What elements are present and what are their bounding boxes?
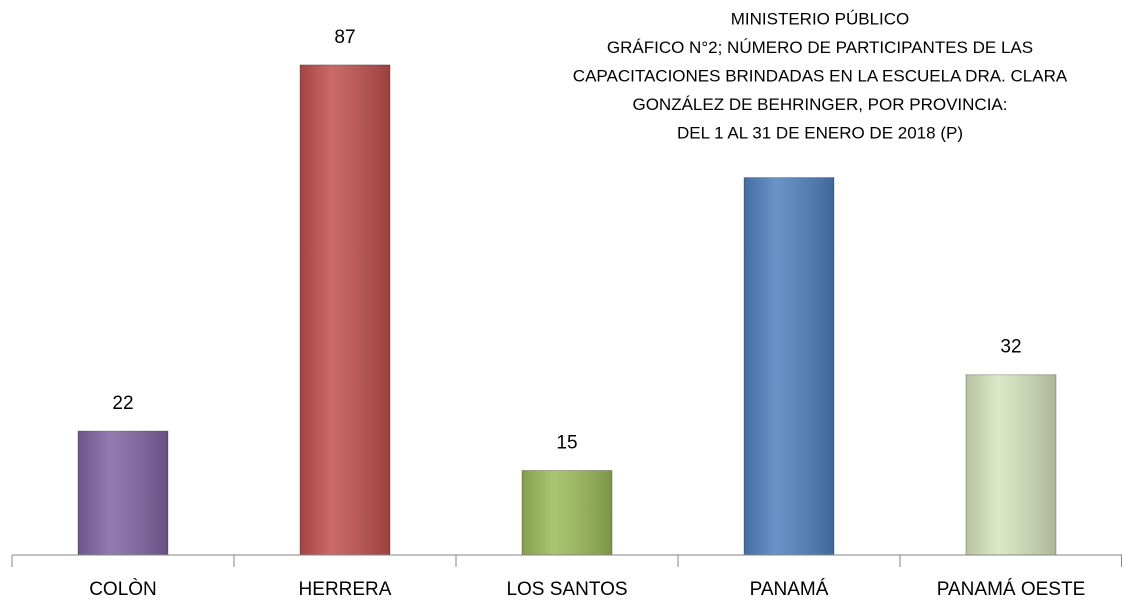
bar: [743, 177, 835, 556]
value-label: 22: [112, 393, 133, 414]
value-label: 32: [1000, 337, 1021, 358]
bar: [965, 374, 1057, 556]
x-tick-label: HERRERA: [299, 579, 392, 600]
x-tick-label: PANAMÁ: [750, 579, 829, 600]
x-tick-label: LOS SANTOS: [506, 579, 627, 600]
chart-title: GRÁFICO N°2; NÚMERO DE PARTICIPANTES DE …: [607, 38, 1033, 57]
chart-title: GONZÁLEZ DE BEHRINGER, POR PROVINCIA:: [632, 95, 1007, 114]
bar: [77, 430, 169, 556]
x-tick-label: PANAMÁ OESTE: [937, 579, 1086, 600]
x-tick-label: COLÒN: [89, 578, 157, 600]
bar: [299, 64, 391, 556]
chart-title: CAPACITACIONES BRINDADAS EN LA ESCUELA D…: [573, 66, 1068, 85]
chart-title: MINISTERIO PÚBLICO: [731, 9, 910, 28]
value-label: 87: [334, 27, 355, 48]
chart-title: DEL 1 AL 31 DE ENERO DE 2018 (P): [677, 123, 963, 142]
value-label: 15: [556, 433, 577, 454]
bar: [521, 470, 613, 556]
